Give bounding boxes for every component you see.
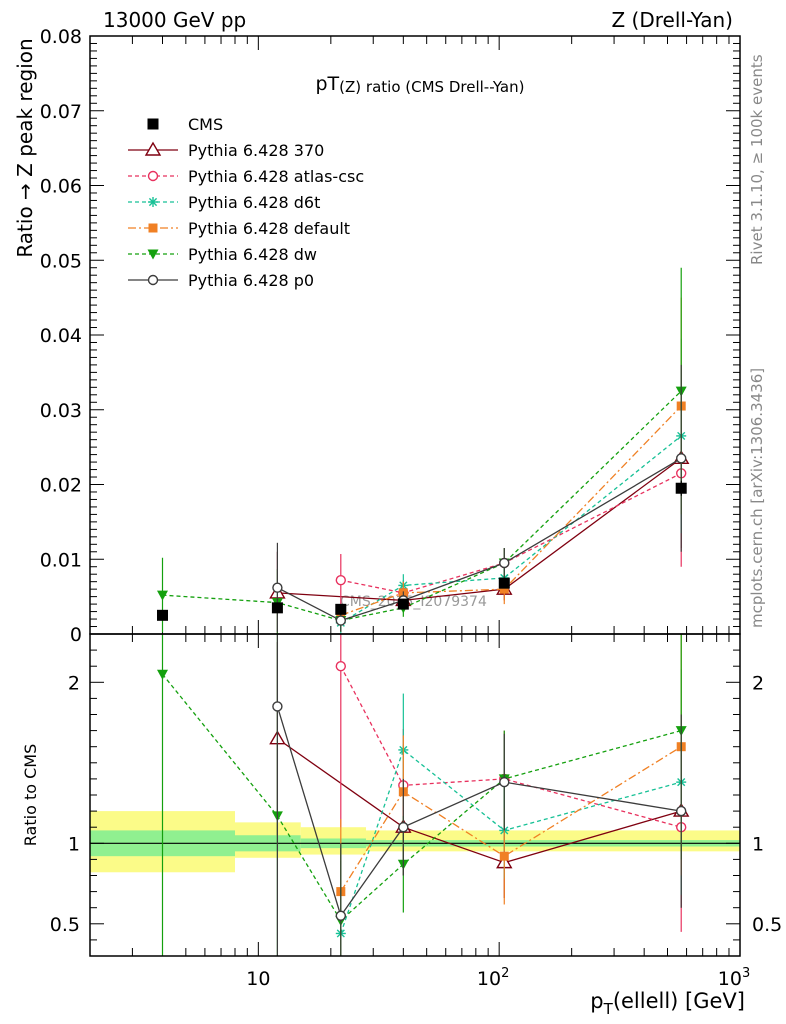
legend-item-pythia-6-428-atlas-csc: Pythia 6.428 atlas-csc (128, 167, 364, 186)
y-tick-label: 0.06 (40, 176, 82, 198)
y-tick-label: 0.04 (40, 325, 82, 347)
legend-marker (144, 141, 162, 156)
data-point (335, 603, 347, 615)
series-line (340, 665, 682, 828)
legend-label: Pythia 6.428 dw (188, 245, 317, 264)
y-tick-label: 0.05 (40, 250, 82, 272)
data-point (499, 557, 510, 569)
axes-ticks (89, 35, 741, 956)
data-point (499, 851, 509, 861)
data-point (272, 701, 283, 712)
series-pythia-6-428-d6t (335, 669, 687, 956)
plot-title: pT(Z) ratio (CMS Drell--Yan) (316, 73, 525, 96)
ratio-plot-series (156, 634, 690, 956)
data-point (335, 615, 347, 626)
ratio-y-tick-label: 2 (68, 672, 80, 694)
ratio-y-tick-label: 1 (68, 833, 80, 855)
data-point (499, 584, 509, 594)
y-tick-label: 0.07 (40, 101, 82, 123)
legend-label: Pythia 6.428 p0 (188, 271, 314, 290)
x-axis-label: pT(ellell) [GeV] (590, 989, 745, 1018)
data-point (397, 598, 409, 610)
legend-item-pythia-6-428-dw: Pythia 6.428 dw (128, 245, 317, 264)
legend-label: Pythia 6.428 d6t (188, 193, 320, 212)
mcplots-reference-text: mcplots.cern.ch [arXiv:1306.3436] (748, 368, 766, 628)
series-pythia-6-428-dw (156, 267, 687, 634)
series-pythia-6-428-p0 (272, 634, 687, 956)
series-line (340, 748, 682, 934)
x-tick-label: 103 (718, 966, 750, 990)
series-line (340, 472, 682, 594)
y-tick-label: 0.02 (40, 475, 82, 497)
series-line (161, 673, 682, 922)
series-cms (156, 480, 687, 621)
x-tick-label: 102 (477, 966, 509, 990)
legend-item-pythia-6-428-370: Pythia 6.428 370 (128, 141, 324, 160)
header-left: 13000 GeV pp (103, 8, 246, 32)
series-line (340, 746, 682, 892)
legend-label: Pythia 6.428 370 (188, 141, 324, 160)
legend-marker (147, 118, 159, 130)
ratio-y-tick-label-right: 0.5 (752, 914, 782, 936)
y-tick-label: 0.03 (40, 400, 82, 422)
legend-item-pythia-6-428-default: Pythia 6.428 default (128, 219, 350, 238)
ratio-plot-frame (89, 633, 741, 957)
series-line (276, 706, 682, 918)
y-axis-label: Ratio → Z peak region (13, 38, 37, 257)
data-point (398, 822, 409, 833)
data-point (676, 453, 687, 464)
series-line (162, 390, 682, 622)
series-pythia-6-428-370 (269, 642, 690, 908)
data-point (335, 910, 347, 921)
legend-marker (148, 223, 158, 233)
legend-item-pythia-6-428-d6t: Pythia 6.428 d6t (128, 193, 320, 212)
x-tick-label: 10 (246, 968, 270, 990)
legend-item-pythia-6-428-p0: Pythia 6.428 p0 (128, 271, 314, 290)
data-point (676, 805, 687, 817)
series-pythia-6-428-dw (156, 634, 687, 956)
data-point (335, 574, 347, 586)
legend-label: Pythia 6.428 default (188, 219, 350, 238)
header-right: Z (Drell-Yan) (611, 8, 733, 32)
legend-label: Pythia 6.428 atlas-csc (188, 167, 364, 186)
rivet-version-text: Rivet 3.1.10, ≥ 100k events (748, 54, 766, 265)
series-pythia-6-428-default (336, 297, 686, 627)
data-point (156, 669, 168, 680)
data-point (156, 590, 168, 601)
data-point (498, 577, 510, 589)
y-tick-label: 0.01 (40, 549, 82, 571)
data-point (675, 482, 687, 494)
data-point (272, 582, 283, 593)
legend-label: CMS (188, 115, 223, 134)
legend-marker (147, 274, 159, 286)
ratio-y-tick-label-right: 2 (752, 672, 764, 694)
data-point (156, 609, 168, 621)
ratio-y-axis-label: Ratio to CMS (21, 744, 40, 846)
legend: CMS Pythia 6.428 370 Pythia 6.428 atlas-cs… (128, 115, 364, 290)
main-plot-series (156, 267, 690, 634)
analysis-watermark: CMS_2015_I2079374 (340, 594, 487, 610)
legend-marker (147, 249, 159, 260)
legend-marker (148, 197, 158, 207)
tick-labels: 0 0.01 0.02 0.03 0.04 0.05 0.06 0.07 0.08 0.5 0.5 1… (40, 26, 783, 990)
data-point (499, 776, 510, 788)
ratio-uncertainty-bands (90, 811, 740, 873)
ratio-y-tick-label-right: 1 (752, 833, 764, 855)
y-tick-label: 0 (70, 624, 82, 646)
data-point (271, 602, 283, 614)
data-point (335, 661, 347, 672)
y-tick-label: 0.08 (40, 26, 82, 48)
legend-item-cms: CMS (147, 115, 223, 134)
ratio-y-tick-label: 0.5 (50, 914, 80, 936)
legend-marker (147, 170, 159, 182)
series-line (340, 405, 682, 616)
